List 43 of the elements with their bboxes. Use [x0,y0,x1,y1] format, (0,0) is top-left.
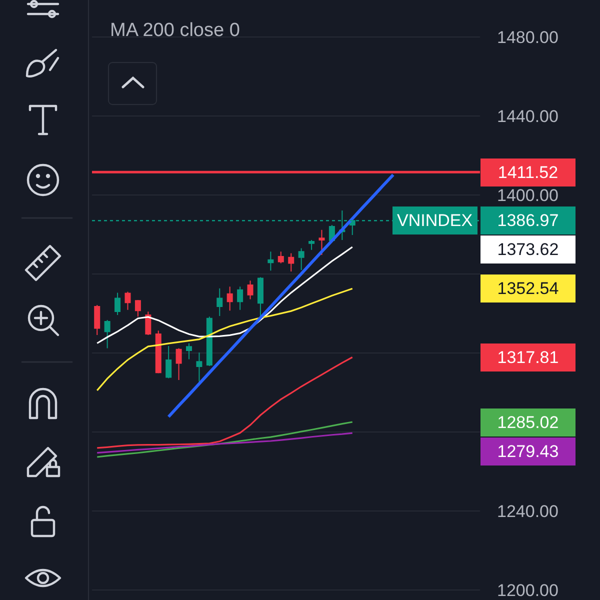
candlestick [134,300,141,318]
candlestick [216,288,223,316]
annotation: VNINDEX [397,211,473,230]
candlestick [196,352,202,382]
text: 1373.62 [497,240,559,259]
y-tick-label: 1240.00 [497,502,558,521]
candlestick [145,311,152,336]
ref-line-label: 1411.52 [498,163,558,182]
y-tick-label: 1200.00 [497,580,558,600]
candlestick [298,248,304,270]
y-tick-label: 1400.00 [497,186,558,205]
candlestick [278,251,284,264]
candlestick [114,292,121,316]
candlestick [155,330,162,374]
line-series [96,432,354,454]
text: 1317.81 [497,348,559,367]
candlestick [206,316,212,366]
text: 1279.43 [497,442,559,461]
text: 1352.54 [497,279,559,298]
line-series [96,246,354,344]
candlestick [176,348,182,380]
candlestick [124,291,131,310]
candlestick [104,319,110,349]
candlestick [257,276,264,318]
line-series [96,421,354,458]
candlestick [186,342,192,360]
text: 1285.02 [497,413,559,432]
candlestick [226,286,233,312]
candlestick [237,286,244,310]
ref-line-label: 1386.97 [497,211,559,230]
candlestick [268,251,274,272]
line-series [96,356,354,449]
line-series [167,173,395,418]
candlestick [247,280,254,300]
annotation: MA 200 close 0 [110,20,240,41]
y-tick-label: 1480.00 [497,28,558,47]
candlestick [94,304,100,336]
y-tick-label: 1440.00 [497,106,558,126]
candlestick [288,252,294,272]
candlestick [318,229,325,256]
candlestick [308,239,315,250]
line-series [96,288,354,392]
candlestick [166,346,172,379]
